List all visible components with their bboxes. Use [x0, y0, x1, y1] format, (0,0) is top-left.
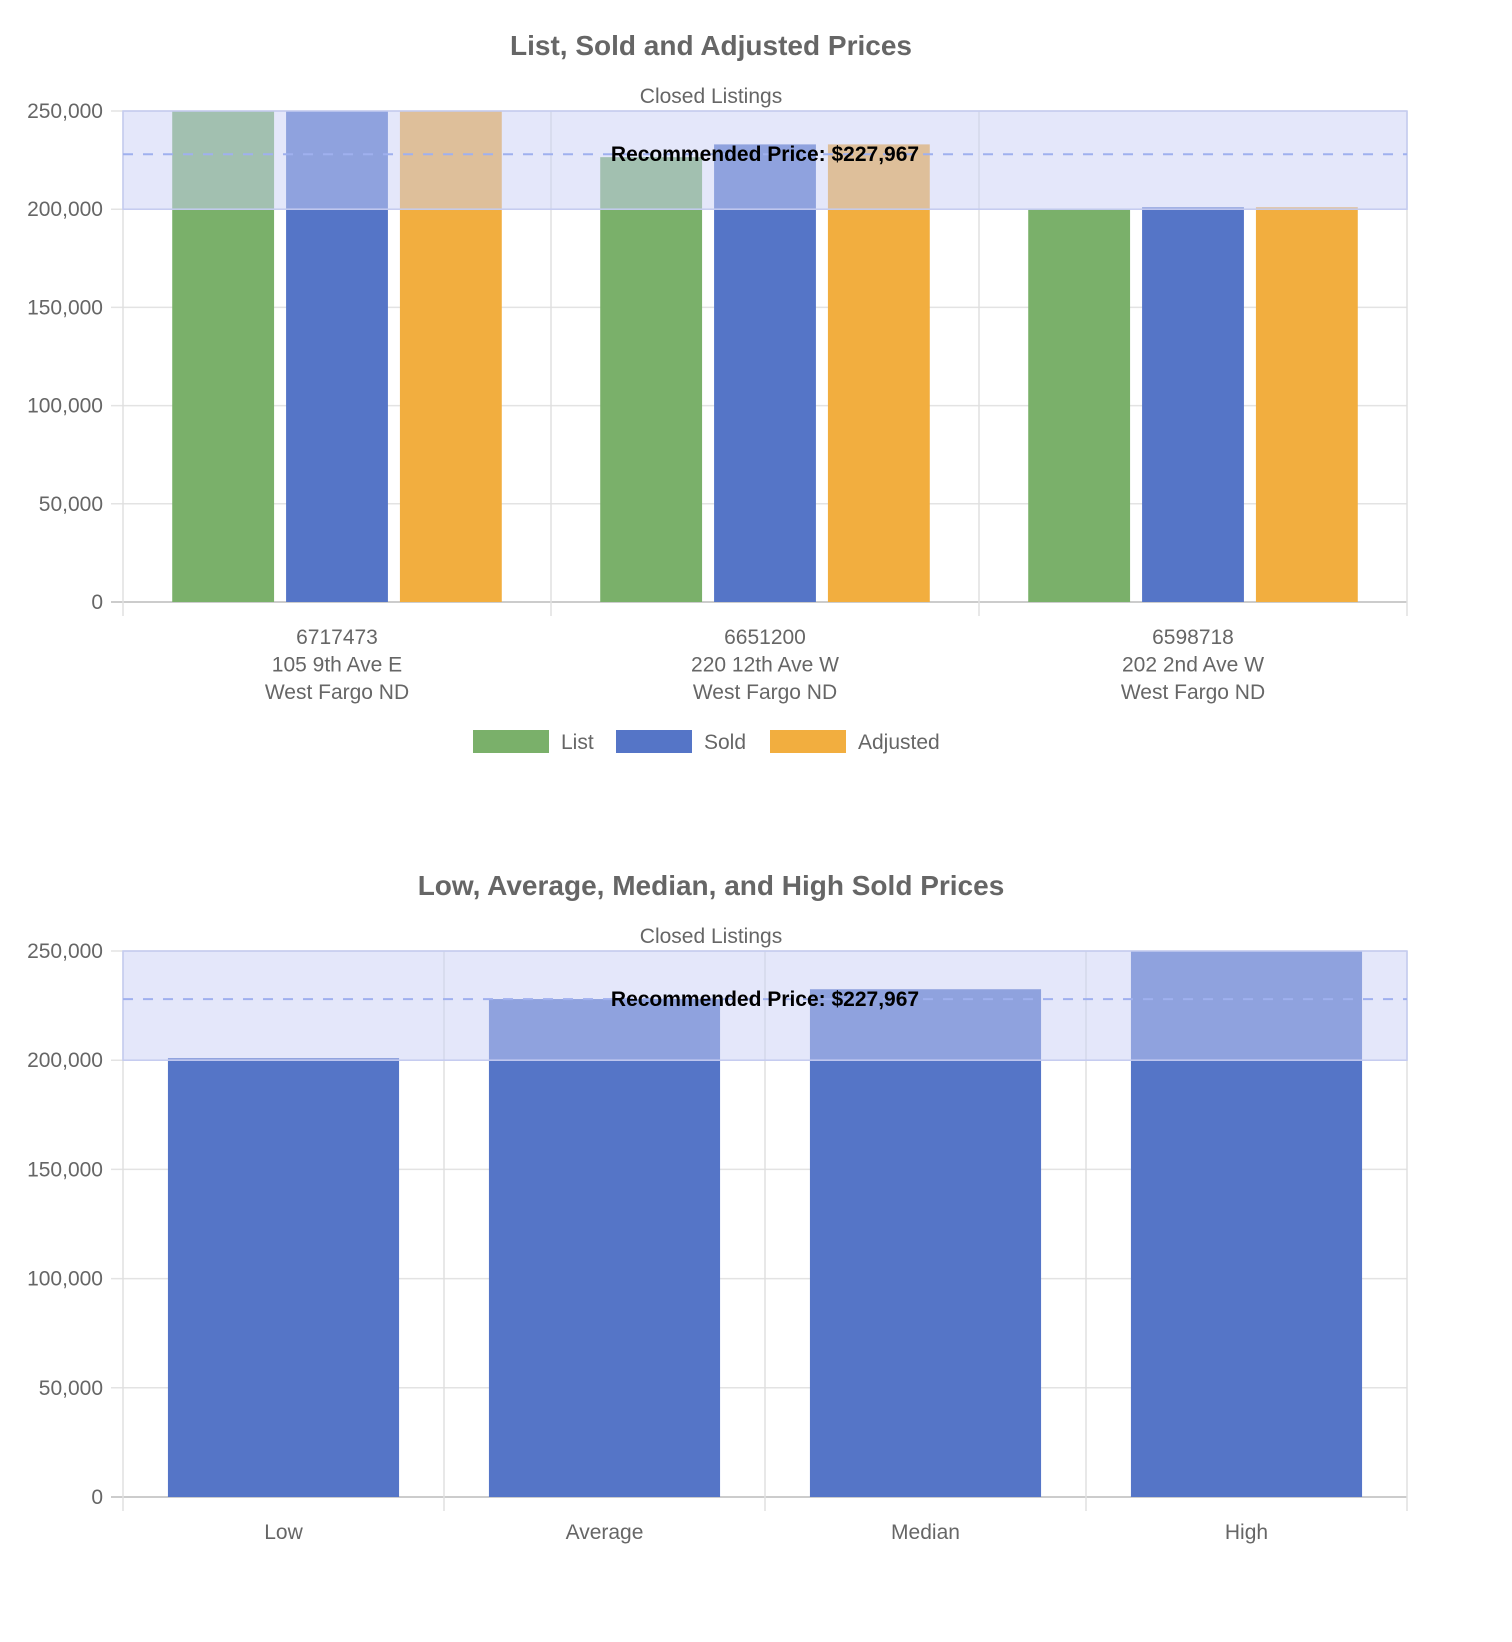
- chart1-recommended-price-label: Recommended Price: $227,967: [611, 143, 919, 166]
- x-tick-label: 6717473: [296, 626, 378, 649]
- x-tick-label: 220 12th Ave W: [691, 654, 839, 677]
- chart2-overlay: [122, 950, 1408, 1061]
- chart2-x-axis: Low Average Median High: [264, 1521, 1268, 1544]
- y-tick-label: 250,000: [27, 100, 103, 123]
- x-tick-label: West Fargo ND: [1121, 681, 1265, 704]
- legend-label-sold: Sold: [704, 731, 746, 754]
- chart2-subtitle: Closed Listings: [640, 925, 782, 948]
- y-tick-label: 0: [91, 591, 103, 614]
- y-tick-label: 50,000: [39, 493, 103, 516]
- chart1-title: List, Sold and Adjusted Prices: [510, 30, 912, 61]
- low-average-median-high-chart: Low, Average, Median, and High Sold Pric…: [27, 870, 1408, 1544]
- bar-sold-0: [167, 1058, 400, 1497]
- bar-sold-1: [488, 999, 721, 1497]
- x-tick-label: Median: [891, 1521, 960, 1544]
- x-tick-label: 6651200: [724, 626, 806, 649]
- list-sold-adjusted-chart: List, Sold and Adjusted Prices Closed Li…: [27, 30, 1408, 754]
- legend-swatch-adjusted: [770, 730, 846, 753]
- x-tick-label: West Fargo ND: [265, 681, 409, 704]
- chart1-subtitle: Closed Listings: [640, 85, 782, 108]
- x-tick-label: West Fargo ND: [693, 681, 837, 704]
- chart2-title: Low, Average, Median, and High Sold Pric…: [418, 870, 1005, 901]
- bar-list-2: [1028, 209, 1131, 602]
- x-tick-label: High: [1225, 1521, 1268, 1544]
- bar-adjusted-1: [827, 144, 930, 602]
- legend-swatch-sold: [616, 730, 692, 753]
- legend-label-adjusted: Adjusted: [858, 731, 940, 754]
- legend-swatch-list: [473, 730, 549, 753]
- y-tick-label: 250,000: [27, 940, 103, 963]
- chart1-x-axis: 6717473 105 9th Ave E West Fargo ND 6651200…: [265, 626, 1265, 704]
- recommended-price-band: [122, 950, 1408, 1061]
- x-tick-label: 202 2nd Ave W: [1122, 654, 1264, 677]
- bar-sold-2: [809, 989, 1042, 1497]
- chart1-y-axis: 0 50,000 100,000 150,000 200,000 250,000: [27, 100, 103, 614]
- bar-sold-1: [714, 144, 816, 602]
- y-tick-label: 200,000: [27, 198, 103, 221]
- chart2-recommended-price-label: Recommended Price: $227,967: [611, 988, 919, 1011]
- y-tick-label: 100,000: [27, 1268, 103, 1291]
- chart2-bars: [167, 951, 1363, 1497]
- chart1-overlay: [122, 110, 1408, 210]
- y-tick-label: 50,000: [39, 1377, 103, 1400]
- y-tick-label: 0: [91, 1486, 103, 1509]
- legend-label-list: List: [561, 731, 594, 754]
- x-tick-label: Average: [566, 1521, 644, 1544]
- x-tick-label: Low: [264, 1521, 303, 1544]
- bar-sold-2: [1142, 207, 1244, 602]
- y-tick-label: 150,000: [27, 1158, 103, 1181]
- bar-adjusted-2: [1255, 207, 1358, 602]
- y-tick-label: 150,000: [27, 296, 103, 319]
- x-tick-label: 6598718: [1152, 626, 1234, 649]
- x-tick-label: 105 9th Ave E: [272, 654, 402, 677]
- chart1-legend: List Sold Adjusted: [473, 730, 940, 754]
- bar-list-1: [600, 157, 703, 603]
- recommended-price-band: [122, 110, 1408, 210]
- chart2-y-axis: 0 50,000 100,000 150,000 200,000 250,000: [27, 940, 103, 1509]
- y-tick-label: 200,000: [27, 1049, 103, 1072]
- y-tick-label: 100,000: [27, 395, 103, 418]
